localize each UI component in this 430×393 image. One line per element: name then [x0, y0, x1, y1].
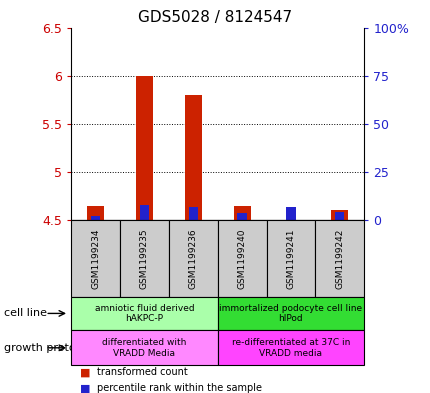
Text: GSM1199240: GSM1199240	[237, 228, 246, 288]
Text: GSM1199235: GSM1199235	[140, 228, 148, 289]
Bar	[139, 205, 149, 220]
Bar	[87, 206, 104, 220]
Bar	[331, 211, 347, 220]
Bar	[233, 206, 250, 220]
Text: GSM1199242: GSM1199242	[335, 228, 344, 288]
Text: GSM1199234: GSM1199234	[91, 228, 100, 288]
Text: percentile rank within the sample: percentile rank within the sample	[97, 383, 261, 393]
Bar	[184, 95, 201, 220]
Text: growth protocol: growth protocol	[4, 343, 92, 353]
Text: amniotic fluid derived
hAKPC-P: amniotic fluid derived hAKPC-P	[94, 304, 194, 323]
Text: GSM1199236: GSM1199236	[188, 228, 197, 289]
Text: re-differentiated at 37C in
VRADD media: re-differentiated at 37C in VRADD media	[231, 338, 349, 358]
Text: GDS5028 / 8124547: GDS5028 / 8124547	[138, 10, 292, 25]
Text: cell line: cell line	[4, 309, 47, 318]
Bar	[135, 75, 153, 220]
Text: GSM1199241: GSM1199241	[286, 228, 295, 288]
Text: ■: ■	[80, 383, 90, 393]
Bar	[188, 207, 197, 220]
Text: transformed count: transformed count	[97, 367, 187, 377]
Text: ■: ■	[80, 367, 90, 377]
Bar	[334, 212, 344, 220]
Bar	[237, 213, 246, 220]
Text: immortalized podocyte cell line
hIPod: immortalized podocyte cell line hIPod	[219, 304, 362, 323]
Text: differentiated with
VRADD Media: differentiated with VRADD Media	[102, 338, 186, 358]
Bar	[91, 216, 100, 220]
Bar	[286, 207, 295, 220]
